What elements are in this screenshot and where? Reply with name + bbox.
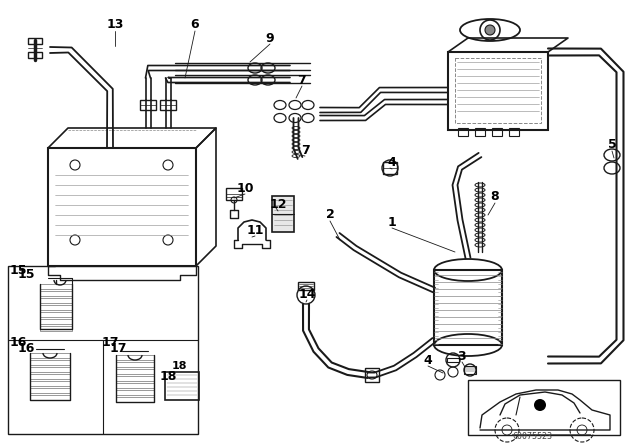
Bar [226, 188, 242, 200]
Bar [30, 381, 70, 386]
Bar [160, 100, 176, 110]
Bar [455, 58, 541, 123]
Circle shape [485, 25, 495, 35]
Circle shape [534, 399, 546, 411]
Text: 16: 16 [10, 336, 27, 349]
Bar [116, 369, 154, 374]
Bar [28, 38, 42, 44]
Bar [40, 312, 72, 317]
Bar [448, 52, 548, 130]
Bar [475, 128, 485, 136]
Bar [116, 397, 154, 402]
Bar [38, 280, 88, 332]
Text: 3: 3 [458, 349, 467, 362]
Bar [30, 388, 70, 393]
Text: 14: 14 [298, 288, 316, 301]
Bar [116, 390, 154, 395]
Bar [30, 353, 70, 358]
Text: 4: 4 [424, 353, 433, 366]
Text: 18: 18 [159, 370, 177, 383]
Bar [40, 284, 72, 289]
Text: 9: 9 [266, 31, 275, 44]
Text: 15: 15 [9, 263, 27, 276]
Bar [116, 362, 154, 367]
Bar [272, 196, 294, 232]
Bar [447, 358, 459, 362]
Text: 8: 8 [491, 190, 499, 203]
Bar [116, 383, 154, 388]
Text: 7: 7 [301, 143, 309, 156]
Bar [40, 305, 72, 310]
Bar [509, 128, 519, 136]
Bar [458, 128, 468, 136]
Bar [492, 128, 502, 136]
Bar [30, 367, 70, 372]
Bar [468, 380, 620, 435]
Text: 1: 1 [388, 215, 396, 228]
Text: 12: 12 [269, 198, 287, 211]
Bar [40, 298, 72, 303]
Bar [434, 270, 502, 345]
Bar [165, 372, 199, 400]
Text: 10: 10 [236, 181, 253, 194]
Text: 13: 13 [106, 18, 124, 31]
Bar [365, 368, 379, 382]
Bar [464, 366, 476, 374]
Text: 15: 15 [18, 268, 35, 281]
Bar [30, 374, 70, 379]
Bar [8, 266, 198, 434]
Text: 17: 17 [101, 336, 119, 349]
Bar [28, 52, 42, 58]
Bar [140, 100, 156, 110]
Text: 7: 7 [298, 73, 307, 86]
Text: 11: 11 [246, 224, 264, 237]
Text: 17: 17 [110, 341, 127, 354]
Bar [48, 148, 196, 266]
Bar [40, 291, 72, 296]
Bar [40, 319, 72, 324]
Bar [383, 162, 397, 174]
Text: 5: 5 [607, 138, 616, 151]
Text: 18: 18 [172, 361, 188, 371]
Bar [40, 326, 72, 331]
Bar [30, 395, 70, 400]
Text: 4: 4 [388, 156, 396, 169]
Bar [298, 282, 314, 290]
Text: 2: 2 [326, 208, 334, 221]
Text: C0075523: C0075523 [512, 432, 552, 441]
Text: 16: 16 [18, 341, 35, 354]
Bar [116, 376, 154, 381]
Bar [30, 360, 70, 365]
Text: 6: 6 [191, 18, 199, 31]
Bar [116, 355, 154, 360]
